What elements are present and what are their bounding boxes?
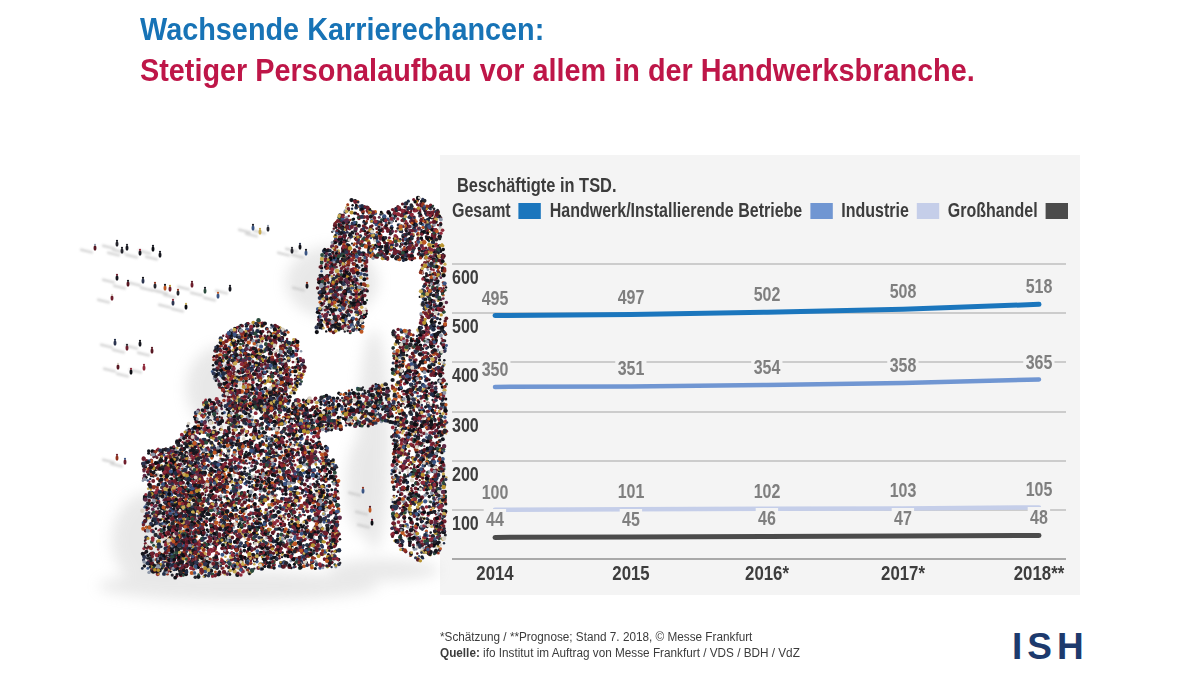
x-axis-label: 2017*: [876, 562, 931, 584]
data-label: 45: [617, 509, 645, 530]
data-label: 354: [747, 357, 786, 378]
x-axis-label: 2015: [608, 562, 655, 584]
data-label: 518: [1019, 276, 1058, 297]
data-label: 102: [747, 481, 786, 502]
footnote-line1: *Schätzung / **Prognose; Stand 7. 2018, …: [440, 629, 800, 645]
series-line-1: [495, 380, 1039, 387]
data-label: 351: [611, 358, 650, 379]
data-label: 105: [1019, 479, 1058, 500]
footnote-line2: Quelle: ifo Institut im Auftrag von Mess…: [440, 645, 800, 661]
title-line2: Stetiger Personalaufbau vor allem in der…: [140, 53, 975, 89]
data-label: 100: [475, 482, 514, 503]
data-label: 103: [883, 480, 922, 501]
x-axis-label: 2014: [472, 562, 519, 584]
data-label: 508: [883, 281, 922, 302]
series-line-0: [495, 304, 1039, 315]
footnote: *Schätzung / **Prognose; Stand 7. 2018, …: [440, 629, 800, 661]
data-label: 47: [889, 508, 917, 529]
data-label: 502: [747, 284, 786, 305]
x-axis-label: 2016*: [740, 562, 795, 584]
data-label: 101: [611, 481, 650, 502]
data-label: 48: [1025, 507, 1053, 528]
data-label: 365: [1019, 352, 1058, 373]
data-label: 358: [883, 355, 922, 376]
title-line1: Wachsende Karrierechancen:: [140, 12, 544, 48]
series-line-3: [495, 535, 1039, 537]
x-axis-label: 2018**: [1007, 562, 1070, 584]
data-label: 495: [475, 288, 514, 309]
chart-panel: Beschäftigte in TSD. GesamtHandwerk/Inst…: [440, 155, 1080, 595]
infographic-page: Wachsende Karrierechancen: Stetiger Pers…: [0, 0, 1200, 675]
data-label: 497: [611, 287, 650, 308]
ish-logo: ISH: [1012, 626, 1089, 668]
data-label: 350: [475, 359, 514, 380]
data-label: 44: [481, 509, 509, 530]
data-label: 46: [753, 508, 781, 529]
